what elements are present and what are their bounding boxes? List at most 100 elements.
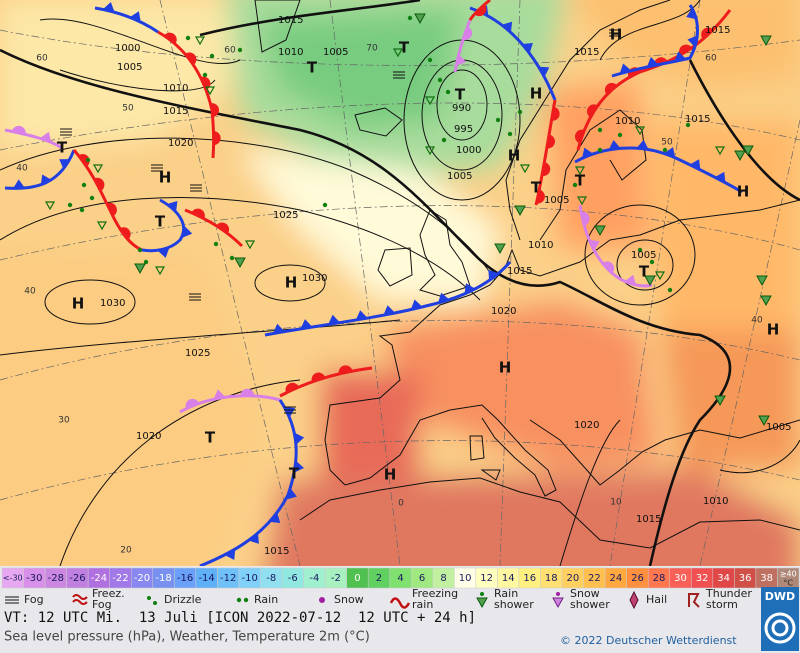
isobar-label: 1020 [574, 420, 599, 431]
front-triangle [12, 179, 25, 189]
front-triangle [59, 159, 71, 170]
rain-symbol [685, 122, 691, 128]
front-triangle [687, 35, 698, 48]
scale-label: -30 [26, 573, 42, 584]
scale-label: 36 [739, 573, 752, 584]
scale-label: -6 [288, 573, 298, 584]
scale-label: -18 [155, 573, 171, 584]
isobar-label: 1030 [302, 273, 327, 284]
shower-symbol [424, 146, 436, 156]
rain-symbol [79, 207, 85, 213]
front-triangle [355, 310, 368, 321]
rain-symbol [441, 137, 447, 143]
shower-symbol [574, 166, 586, 176]
isobar-label: 990 [452, 103, 471, 114]
scale-label: 28 [653, 573, 666, 584]
shower-symbol [244, 240, 256, 250]
scale-label: <-30 [3, 574, 23, 583]
front-triangle [328, 314, 340, 325]
rain-symbol [322, 202, 328, 208]
rain-symbol [517, 109, 523, 115]
rain-symbol [237, 47, 243, 53]
isobar-label: 1005 [447, 171, 472, 182]
rain-symbol [89, 195, 95, 201]
graticule-label: 10 [610, 498, 622, 508]
description: Sea level pressure (hPa), Weather, Tempe… [4, 630, 370, 645]
rain-symbol [662, 147, 668, 153]
front-triangle [300, 319, 313, 329]
front-triangle [40, 131, 52, 143]
isobar-label: 1000 [456, 145, 481, 156]
rain-symbol [67, 202, 73, 208]
shower-symbol [714, 395, 726, 407]
rain-symbol [137, 247, 143, 253]
rain-symbol [185, 35, 191, 41]
legend-item: Freez.Fog [72, 587, 125, 611]
graticule-label: 20 [120, 546, 132, 556]
scale-label: -16 [177, 573, 193, 584]
front-semicircle [78, 154, 90, 167]
valid-time: VT: 12 UTC Mi. 13 Juli [ICON 2022-07-12 … [4, 610, 476, 626]
isobar-label: 1015 [574, 47, 599, 58]
legend-item: Fog [5, 593, 44, 606]
graticule-label: 70 [366, 44, 378, 54]
rain-symbol [407, 15, 413, 21]
scale-label: 16 [523, 573, 536, 584]
front-triangle [182, 225, 193, 238]
front-semicircle [580, 211, 590, 226]
front-semicircle [191, 208, 205, 219]
front-semicircle [462, 26, 473, 41]
rain-symbol [667, 287, 673, 293]
isobar-label: 1000 [115, 43, 140, 54]
scale-label: 4 [397, 573, 403, 584]
front-semicircle [338, 365, 353, 374]
isobar-label: 1020 [168, 138, 193, 149]
fronts [4, 0, 743, 566]
front-semicircle [474, 4, 487, 17]
front-semicircle [211, 103, 219, 118]
front-line [279, 366, 373, 398]
legend-label: Snow [334, 593, 364, 606]
isobar-label: 1005 [117, 62, 142, 73]
isobar-label: 1010 [528, 240, 553, 251]
front-semicircle [164, 32, 177, 44]
legend-icon [236, 597, 249, 603]
front-line [611, 4, 699, 78]
legend-icon [72, 594, 88, 605]
pressure-center: T [205, 429, 216, 447]
front-triangle [383, 305, 396, 316]
pressure-center: H [285, 274, 298, 292]
isobar-label: 1015 [636, 514, 661, 525]
pressure-center: H [72, 295, 85, 313]
legend-label: rain [412, 598, 433, 611]
legend-label: shower [570, 598, 610, 611]
legend-label: Drizzle [164, 593, 202, 606]
temperature-scale: <-30 -30 -28 -26 -24 -22 -20 -18 -16 -14 -12 -10 -8-… [1, 567, 800, 589]
front-semicircle [106, 202, 117, 217]
scale-label: 30 [674, 573, 687, 584]
legend-icon [389, 597, 411, 609]
isobar-label: 1015 [685, 114, 710, 125]
pressure-center: T [531, 179, 542, 197]
front-line [4, 128, 63, 150]
graticule-label: 60 [224, 46, 236, 56]
rain-symbol [81, 182, 87, 188]
front-triangle [689, 159, 701, 170]
legend-item: Drizzle [147, 593, 202, 606]
front-triangle [157, 247, 170, 258]
front-triangle [636, 139, 649, 150]
front-triangle [456, 54, 467, 66]
front-semicircle [602, 261, 615, 274]
rain-symbol [637, 247, 643, 253]
shower-symbol [644, 275, 656, 287]
weather-legend: Fog Freez.Fog Drizzle Rain Snow FreezingrainR… [5, 587, 752, 611]
front-triangle [714, 171, 726, 183]
rain-symbol [213, 241, 219, 247]
front-line [453, 19, 472, 73]
shower-symbol [92, 164, 104, 174]
legend-label: Hail [646, 593, 667, 606]
scale-label: 26 [631, 573, 644, 584]
front-triangle [608, 140, 621, 150]
